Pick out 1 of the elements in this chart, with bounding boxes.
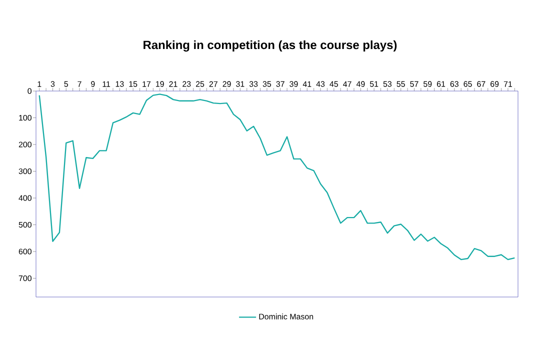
chart-title: Ranking in competition (as the course plays) (144, 40, 397, 52)
